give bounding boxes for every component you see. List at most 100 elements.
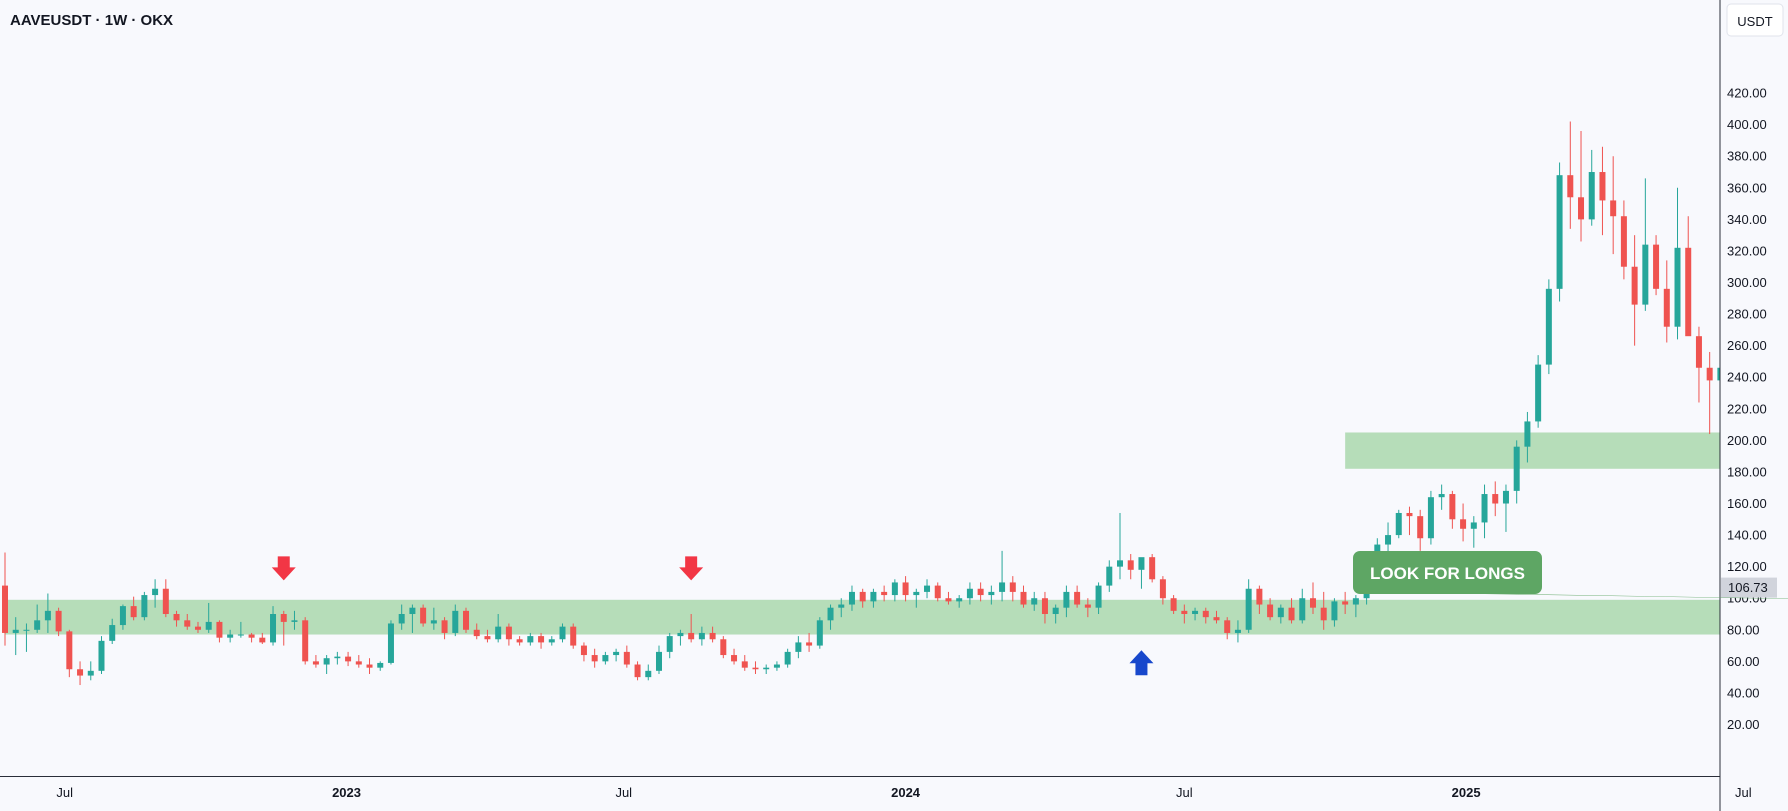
candle [859,588,866,608]
candle-body [731,655,738,662]
candle [1535,355,1542,428]
candle-body [141,595,148,618]
candle [1653,235,1660,296]
candle [1095,582,1102,615]
candle [902,576,909,602]
candle [1202,607,1209,624]
candle-body [1192,610,1199,615]
time-axis: Jul2023Jul2024Jul2025Jul2026Jul2027Jul [56,785,1751,800]
candle [1438,484,1445,510]
price-tick-label: 300.00 [1727,275,1767,290]
candle [666,632,673,659]
price-tick-label: 400.00 [1727,117,1767,132]
candle-body [1224,620,1231,633]
candle-body [1106,566,1113,586]
candle [645,664,652,681]
zone-rect [5,599,1788,635]
candle [1674,187,1681,340]
candle [1320,591,1327,630]
candle-body [398,614,405,624]
candle-body [1288,607,1295,621]
candle [1631,235,1638,346]
candle [1706,351,1713,435]
candle [1663,260,1670,343]
candle-body [763,667,770,670]
candle-body [77,669,84,676]
candle-body [430,620,437,624]
candle [1427,490,1434,545]
candle [1117,512,1124,580]
candle [1545,279,1552,375]
candle [1288,598,1295,624]
candle [655,645,662,674]
candle-body [527,636,534,643]
price-axis-panel[interactable] [1720,0,1788,776]
candle-body [1578,197,1585,220]
candle [12,617,19,656]
candle-body [484,636,491,640]
candle [1106,560,1113,592]
candle-body [709,632,716,640]
candle [1063,585,1070,618]
candle [1395,509,1402,539]
candle [248,632,255,643]
candle [34,604,41,633]
candle [838,598,845,618]
symbol-title[interactable]: AAVEUSDT · 1W · OKX [10,12,173,29]
candle [345,651,352,667]
candle [1138,557,1145,589]
candle-body [505,626,512,640]
candle-body [495,626,502,640]
candle [580,642,587,662]
candle-body [12,629,19,633]
candle-body [248,634,255,638]
candle-body [1481,494,1488,523]
look-for-longs-callout[interactable]: LOOK FOR LONGS [1353,551,1788,611]
candle-body [806,642,813,646]
candle-body [1202,610,1209,618]
candle-body [66,631,73,670]
price-tick-label: 220.00 [1727,401,1767,416]
candle [152,579,159,608]
time-tick-label: Jul [615,785,632,800]
candle [1578,130,1585,242]
candle [559,623,566,643]
candle-body [816,620,823,646]
candle-body [1127,560,1134,570]
candle-body [1074,591,1081,605]
candle [999,550,1006,602]
candle [1041,591,1048,624]
price-tick-label: 360.00 [1727,180,1767,195]
candle-body [655,651,662,671]
candle [312,655,319,668]
candle [1074,585,1081,608]
candle-body [152,588,159,596]
candle-body [23,629,30,631]
candle [795,636,802,659]
candle [377,661,384,671]
candle [1513,440,1520,504]
candle [881,585,888,602]
candle [1267,598,1274,621]
candle [1610,156,1617,255]
candle [1449,490,1456,529]
candle-body [119,606,126,626]
candle-body [1663,288,1670,327]
candle-body [1545,288,1552,365]
price-tick-label: 420.00 [1727,86,1767,101]
candle [709,626,716,643]
candle [387,620,394,665]
candle [334,651,341,665]
candle [924,579,931,599]
candle [752,661,759,674]
candle-body [34,620,41,630]
candle [1170,595,1177,615]
price-tick-label: 120.00 [1727,559,1767,574]
candle [527,632,534,646]
candle [270,606,277,646]
currency-button[interactable]: USDT [1726,3,1784,37]
candle [55,607,62,637]
candle [1331,598,1338,627]
candle [77,661,84,686]
